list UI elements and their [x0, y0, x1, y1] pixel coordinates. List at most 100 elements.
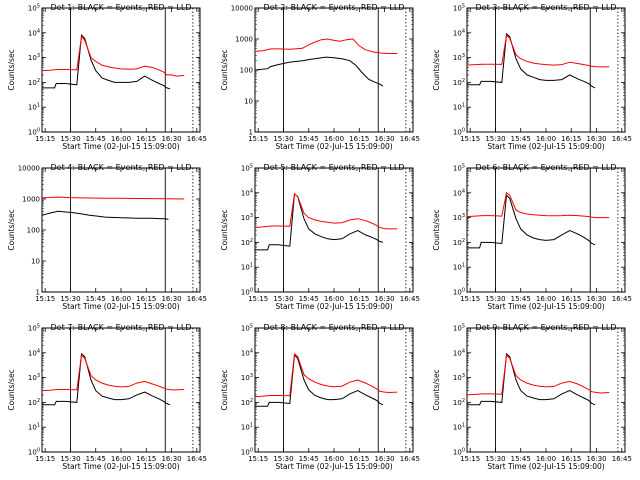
- x-tick-label: 15:45: [299, 295, 319, 303]
- x-tick-label: 15:45: [511, 295, 531, 303]
- y-tick-label: 100: [453, 128, 465, 137]
- series-lld-line: [466, 191, 610, 219]
- x-tick-label: 15:45: [511, 455, 531, 463]
- y-axis-label: Counts/sec: [7, 369, 16, 410]
- x-tick-label: 16:45: [187, 295, 207, 303]
- x-tick-label: 16:15: [136, 135, 156, 143]
- y-tick-label: 101: [453, 263, 465, 272]
- y-tick-label: 103: [453, 213, 465, 222]
- y-tick-label: 1000: [235, 36, 253, 44]
- series-events-line: [254, 56, 384, 87]
- series-lld-line: [466, 354, 610, 396]
- x-axis-label: Start Time (02-Jul-15 15:09:00): [487, 462, 604, 471]
- y-axis-label: Counts/sec: [432, 209, 441, 250]
- x-tick-label: 16:15: [561, 295, 581, 303]
- x-tick-label: 16:00: [324, 295, 344, 303]
- series-lld-line: [254, 192, 398, 230]
- x-tick-label: 16:00: [111, 455, 131, 463]
- series-events-line: [42, 34, 171, 90]
- series-lld-line: [254, 38, 398, 54]
- x-tick-label: 15:45: [86, 455, 106, 463]
- x-tick-label: 15:15: [460, 135, 480, 143]
- y-tick-label: 100: [27, 227, 40, 235]
- x-tick-label: 15:45: [299, 455, 319, 463]
- y-axis-label: Counts/sec: [432, 49, 441, 90]
- x-tick-label: 15:30: [485, 455, 505, 463]
- x-axis-label: Start Time (02-Jul-15 15:09:00): [62, 302, 179, 311]
- y-tick-label: 103: [453, 53, 465, 62]
- x-tick-label: 16:00: [536, 135, 556, 143]
- x-tick-label: 15:30: [60, 455, 80, 463]
- x-tick-label: 16:30: [586, 455, 606, 463]
- y-tick-label: 105: [241, 324, 253, 333]
- y-tick-label: 105: [453, 4, 465, 13]
- plot-frame: [466, 7, 626, 133]
- y-tick-label: 104: [453, 28, 465, 37]
- plot-frame: [254, 327, 414, 453]
- x-tick-label: 16:15: [349, 455, 369, 463]
- x-axis-label: Start Time (02-Jul-15 15:09:00): [275, 142, 392, 151]
- panel-title: Det 4: BLACK = Events, RED = LLD: [51, 163, 192, 172]
- x-tick-label: 16:00: [324, 135, 344, 143]
- y-tick-label: 10000: [231, 5, 253, 13]
- x-tick-label: 16:45: [612, 455, 632, 463]
- y-tick-label: 10: [244, 98, 253, 106]
- y-tick-label: 101: [241, 263, 253, 272]
- y-tick-label: 102: [241, 398, 253, 407]
- x-axis-label: Start Time (02-Jul-15 15:09:00): [487, 302, 604, 311]
- plot-frame: [254, 167, 414, 293]
- plot-frame: [466, 327, 626, 453]
- series-events-line: [467, 32, 596, 89]
- x-tick-label: 15:45: [86, 135, 106, 143]
- x-tick-label: 16:15: [136, 455, 156, 463]
- y-tick-label: 101: [28, 103, 40, 112]
- x-tick-label: 15:30: [60, 295, 80, 303]
- y-tick-label: 103: [28, 53, 40, 62]
- y-tick-label: 105: [453, 324, 465, 333]
- series-lld-line: [41, 196, 185, 200]
- y-tick-label: 101: [453, 103, 465, 112]
- y-tick-label: 100: [28, 128, 40, 137]
- y-tick-label: 100: [241, 448, 253, 457]
- x-tick-label: 16:45: [400, 295, 420, 303]
- x-tick-label: 15:15: [35, 295, 55, 303]
- y-tick-label: 102: [453, 78, 465, 87]
- panel-title: Det 2: BLACK = Events, RED = LLD: [264, 3, 405, 12]
- y-tick-label: 104: [241, 188, 253, 197]
- panel-det-6: Det 6: BLACK = Events, RED = LLD 100 101 10…: [432, 163, 632, 311]
- panel-det-9: Det 9: BLACK = Events, RED = LLD 100 101 10…: [432, 323, 632, 471]
- panel-det-3: Det 3: BLACK = Events, RED = LLD 100 101 10…: [432, 3, 632, 151]
- y-tick-label: 100: [453, 448, 465, 457]
- series-events-line: [467, 194, 596, 249]
- y-tick-label: 1: [249, 129, 253, 137]
- y-tick-label: 101: [241, 423, 253, 432]
- panel-det-1: Det 1: BLACK = Events, RED = LLD 100 101 10…: [7, 3, 207, 151]
- y-axis-label: Counts/sec: [220, 369, 229, 410]
- y-axis-label: Counts/sec: [220, 49, 229, 90]
- plot-frame: [41, 167, 201, 293]
- y-tick-label: 105: [453, 164, 465, 173]
- series-events-line: [467, 352, 596, 406]
- x-tick-label: 15:30: [60, 135, 80, 143]
- y-tick-label: 100: [28, 448, 40, 457]
- y-tick-label: 102: [453, 398, 465, 407]
- y-tick-label: 10000: [18, 165, 40, 173]
- x-tick-label: 15:15: [460, 455, 480, 463]
- y-tick-label: 104: [453, 348, 465, 357]
- y-tick-label: 102: [453, 238, 465, 247]
- x-tick-label: 16:15: [561, 455, 581, 463]
- series-events-line: [41, 210, 169, 220]
- x-tick-label: 16:15: [349, 135, 369, 143]
- x-axis-label: Start Time (02-Jul-15 15:09:00): [62, 462, 179, 471]
- x-axis-label: Start Time (02-Jul-15 15:09:00): [62, 142, 179, 151]
- y-tick-label: 1: [36, 289, 40, 297]
- x-tick-label: 16:30: [374, 455, 394, 463]
- y-tick-label: 105: [241, 164, 253, 173]
- x-tick-label: 16:00: [111, 295, 131, 303]
- series-events-line: [255, 354, 384, 407]
- panel-title: Det 8: BLACK = Events, RED = LLD: [264, 323, 405, 332]
- y-axis-label: Counts/sec: [432, 369, 441, 410]
- x-tick-label: 16:00: [536, 295, 556, 303]
- panel-title: Det 9: BLACK = Events, RED = LLD: [476, 323, 617, 332]
